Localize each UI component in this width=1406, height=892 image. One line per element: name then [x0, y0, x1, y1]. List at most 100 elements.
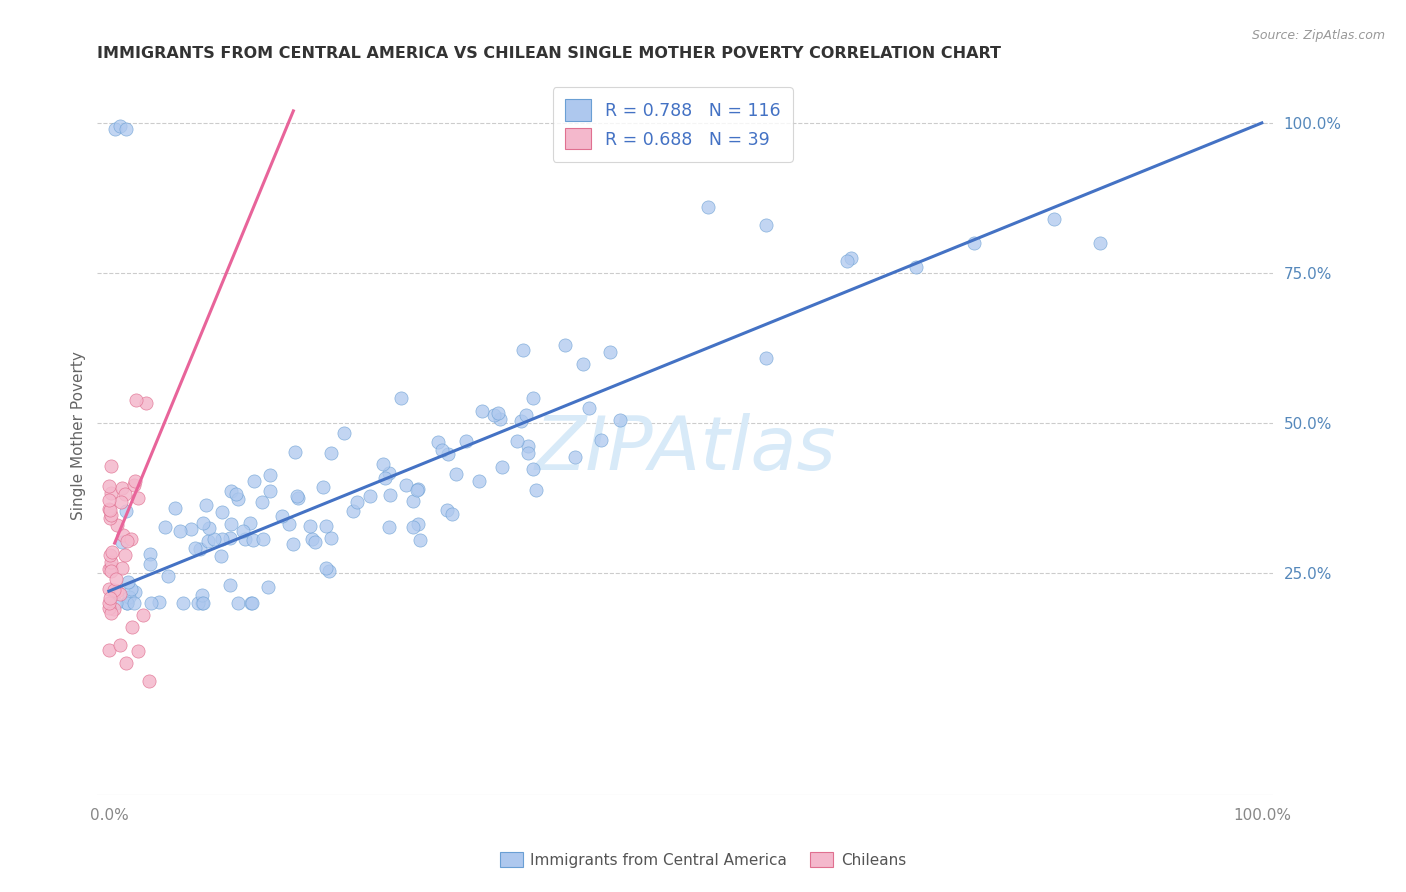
Point: [211, 532, 233, 546]
Point: [139, 596, 162, 610]
Point: [321, 446, 343, 460]
Point: [100, 559, 122, 574]
Point: [242, 474, 264, 488]
Point: [402, 493, 425, 508]
Point: [169, 524, 191, 538]
Point: [342, 504, 364, 518]
Legend: R = 0.788   N = 116, R = 0.688   N = 39: R = 0.788 N = 116, R = 0.688 N = 39: [553, 87, 793, 161]
Point: [103, 602, 125, 616]
Point: [118, 590, 141, 604]
Point: [515, 408, 537, 422]
Point: [589, 433, 612, 447]
Point: [835, 254, 858, 268]
Point: [97, 562, 120, 576]
Point: [378, 520, 401, 534]
Point: [198, 521, 221, 535]
Point: [841, 251, 863, 265]
Point: [100, 555, 122, 569]
Point: [190, 588, 212, 602]
Point: [1090, 235, 1112, 250]
Point: [103, 582, 125, 597]
Point: [100, 591, 122, 605]
Point: [155, 520, 177, 534]
Point: [232, 524, 254, 539]
Point: [599, 344, 621, 359]
Point: [184, 541, 207, 555]
Point: [100, 458, 122, 473]
Point: [219, 531, 242, 545]
Point: [110, 638, 132, 652]
Point: [426, 434, 449, 449]
Point: [430, 442, 453, 457]
Point: [117, 534, 139, 549]
Point: [374, 471, 396, 485]
Point: [139, 547, 162, 561]
Point: [202, 533, 225, 547]
Point: [98, 600, 121, 615]
Point: [257, 580, 280, 594]
Point: [252, 495, 274, 509]
Point: [219, 483, 242, 498]
Point: [127, 491, 149, 505]
Point: [315, 561, 337, 575]
Point: [554, 338, 576, 352]
Point: [242, 533, 264, 547]
Point: [482, 408, 505, 422]
Point: [180, 522, 202, 536]
Point: [111, 560, 134, 574]
Point: [110, 481, 132, 495]
Point: [98, 501, 121, 516]
Point: [301, 532, 323, 546]
Point: [526, 483, 548, 497]
Point: [1043, 211, 1066, 226]
Point: [117, 575, 139, 590]
Point: [218, 577, 240, 591]
Point: [697, 200, 720, 214]
Point: [406, 483, 429, 497]
Point: [132, 608, 155, 623]
Point: [110, 495, 132, 509]
Point: [284, 445, 307, 459]
Point: [148, 594, 170, 608]
Point: [191, 596, 214, 610]
Point: [225, 487, 247, 501]
Point: [98, 503, 121, 517]
Point: [454, 434, 477, 449]
Point: [402, 520, 425, 534]
Point: [97, 493, 120, 508]
Point: [394, 477, 416, 491]
Point: [98, 511, 121, 525]
Point: [114, 487, 136, 501]
Point: [406, 482, 429, 496]
Point: [271, 508, 294, 523]
Point: [444, 467, 467, 482]
Point: [111, 534, 134, 549]
Point: [572, 357, 595, 371]
Point: [117, 596, 139, 610]
Point: [209, 549, 232, 563]
Text: ZIPAtlas: ZIPAtlas: [534, 414, 837, 485]
Point: [124, 475, 146, 489]
Point: [138, 674, 160, 689]
Point: [239, 596, 262, 610]
Point: [346, 495, 368, 509]
Point: [115, 596, 138, 610]
Point: [578, 401, 600, 415]
Point: [321, 531, 343, 545]
Point: [98, 642, 121, 657]
Point: [120, 532, 142, 546]
Point: [517, 439, 540, 453]
Point: [287, 491, 309, 505]
Point: [468, 475, 491, 489]
Point: [190, 542, 212, 557]
Point: [121, 620, 143, 634]
Point: [115, 657, 138, 671]
Point: [111, 528, 134, 542]
Point: [488, 412, 510, 426]
Point: [195, 498, 218, 512]
Point: [333, 425, 356, 440]
Point: [510, 414, 533, 428]
Point: [100, 508, 122, 522]
Point: [436, 503, 458, 517]
Point: [125, 392, 148, 407]
